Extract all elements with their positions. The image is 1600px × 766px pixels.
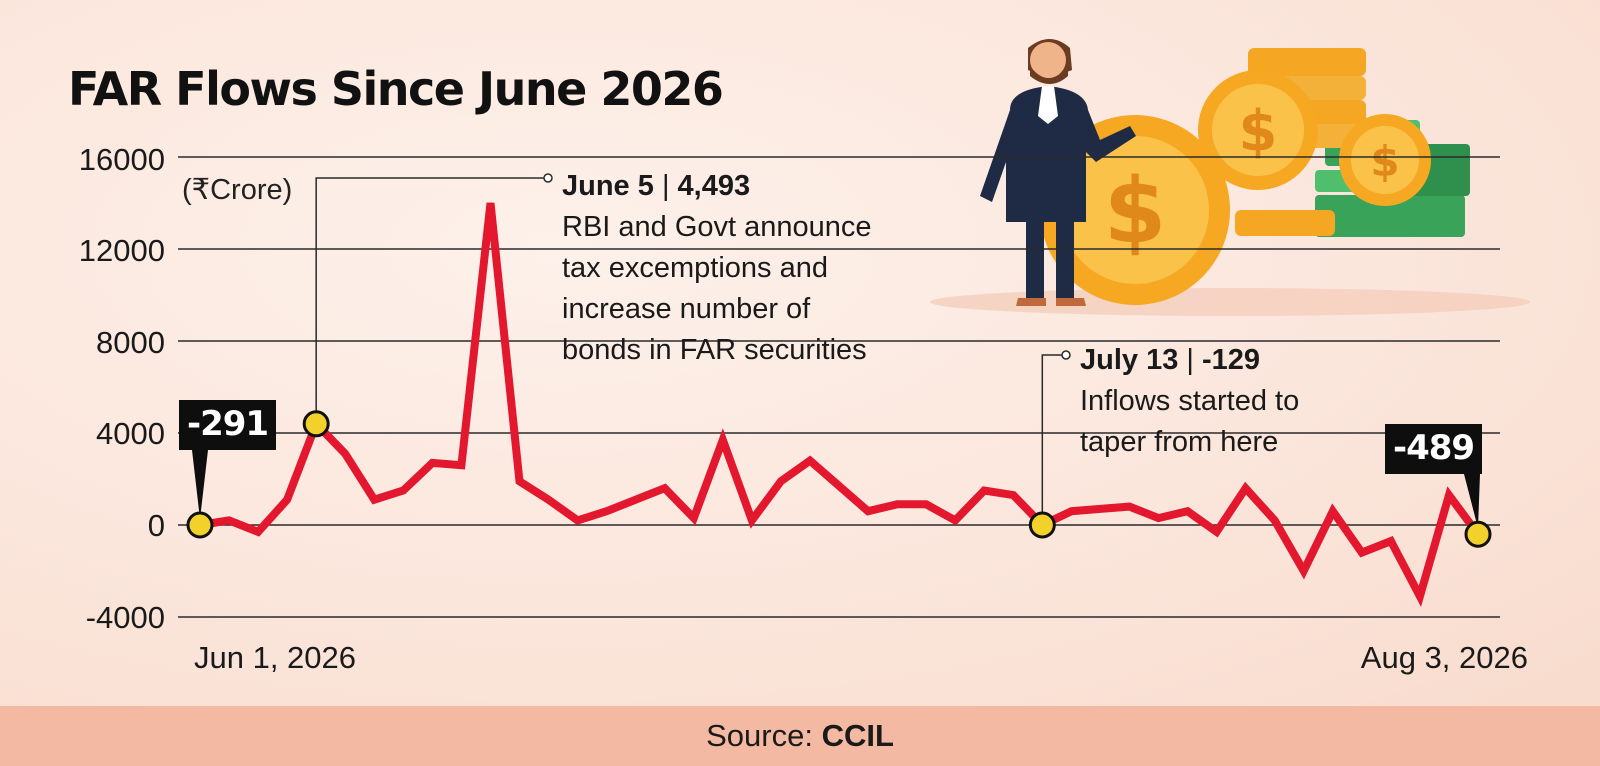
june-annotation-separator: | bbox=[661, 170, 670, 202]
businessman-icon bbox=[980, 39, 1136, 306]
june-annotation: June 5 | 4,493 RBI and Govt announce tax… bbox=[562, 166, 872, 371]
y-tick-label: 0 bbox=[147, 508, 165, 543]
july-annotation-line: taper from here bbox=[1080, 426, 1279, 458]
last-badge-pointer bbox=[1464, 474, 1480, 529]
source-name: CCIL bbox=[821, 718, 894, 753]
chart-title: FAR Flows Since June 2026 bbox=[68, 62, 724, 116]
july-annotation-heading: July 13 | -129 bbox=[1080, 340, 1299, 381]
svg-text:$: $ bbox=[1104, 159, 1167, 264]
footer-bar bbox=[0, 706, 1600, 766]
june-leader-end bbox=[543, 173, 553, 183]
y-tick-label: 12000 bbox=[78, 233, 165, 268]
july-annotation: July 13 | -129 Inflows started to taper … bbox=[1080, 340, 1299, 463]
series-layer bbox=[196, 202, 1482, 607]
y-tick-label: 16000 bbox=[78, 142, 165, 177]
x-axis-start-label: Jun 1, 2026 bbox=[194, 640, 357, 675]
illustration-shadow bbox=[930, 288, 1530, 316]
first-value-badge: -291 bbox=[179, 400, 277, 450]
highlight-point-marker bbox=[302, 410, 330, 438]
dollar-coin-icon: $ bbox=[1198, 70, 1318, 190]
june-annotation-line: increase number of bbox=[562, 293, 811, 325]
june-annotation-date: June 5 bbox=[562, 170, 654, 202]
june-annotation-line: tax excemptions and bbox=[562, 252, 828, 284]
june-leader-line bbox=[315, 177, 545, 424]
y-axis-unit-label: (₹Crore) bbox=[182, 174, 293, 206]
businessman-coins-illustration: $ $ $ bbox=[930, 39, 1530, 316]
last-value-badge: -489 bbox=[1385, 424, 1483, 474]
highlight-point-marker bbox=[1028, 511, 1056, 539]
gridlines bbox=[178, 156, 1500, 618]
dollar-coin-icon: $ bbox=[1040, 115, 1230, 305]
y-tick-label: 4000 bbox=[96, 416, 165, 451]
highlight-point-marker bbox=[1464, 520, 1492, 548]
june-annotation-value: 4,493 bbox=[677, 170, 751, 202]
source-label: Source: bbox=[706, 718, 813, 753]
svg-text:$: $ bbox=[1239, 99, 1278, 164]
source-line: Source: CCIL bbox=[0, 706, 1600, 766]
svg-text:$: $ bbox=[1370, 137, 1399, 186]
july-annotation-line: Inflows started to bbox=[1080, 385, 1300, 417]
highlight-markers bbox=[186, 410, 1492, 548]
dollar-coin-icon: $ bbox=[1339, 114, 1431, 206]
x-axis-end-label: Aug 3, 2026 bbox=[1360, 640, 1528, 675]
july-leader-end bbox=[1061, 350, 1071, 360]
july-leader-line bbox=[1041, 354, 1063, 525]
july-annotation-date: July 13 bbox=[1080, 344, 1179, 376]
june-annotation-heading: June 5 | 4,493 bbox=[562, 166, 872, 207]
y-tick-label: 8000 bbox=[96, 325, 165, 360]
first-badge-pointer bbox=[192, 450, 208, 519]
plot-area bbox=[178, 156, 1500, 618]
y-tick-label: -4000 bbox=[85, 600, 165, 635]
july-annotation-value: -129 bbox=[1202, 344, 1261, 376]
june-annotation-line: bonds in FAR securities bbox=[562, 334, 867, 366]
july-annotation-separator: | bbox=[1186, 344, 1194, 376]
annotation-leaders bbox=[192, 173, 1480, 529]
series-line bbox=[196, 202, 1482, 607]
highlight-point-marker bbox=[186, 511, 214, 539]
june-annotation-line: RBI and Govt announce bbox=[562, 211, 872, 243]
